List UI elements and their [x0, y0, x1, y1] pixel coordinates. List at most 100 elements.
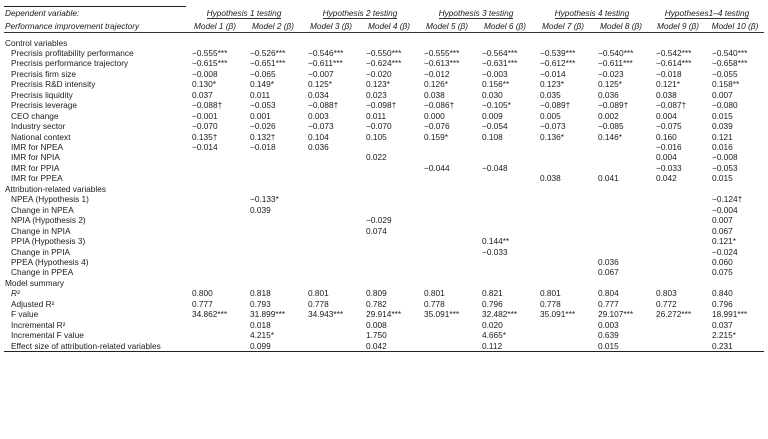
coefficient-cell — [302, 163, 360, 173]
coefficient-cell — [650, 247, 706, 257]
section-header-row: Control variables — [4, 38, 764, 48]
coefficient-cell: 0.003 — [598, 319, 619, 330]
row-label: Adjusted R² — [11, 298, 55, 309]
coefficient-cell: 35.091*** — [424, 309, 460, 320]
coefficient-cell: 0.818 — [250, 288, 271, 299]
coefficient-cell — [592, 215, 650, 225]
table-row: NPIA (Hypothesis 2) −0.029 0.007 — [4, 215, 764, 225]
coefficient-cell — [418, 226, 476, 236]
coefficient-cell — [244, 236, 302, 246]
model-header: Model 10 (β) — [706, 19, 765, 33]
coefficient-cell: 0.125* — [308, 79, 332, 90]
coefficient-cell — [650, 320, 706, 330]
row-label: F value — [11, 309, 39, 320]
table-row: R² 0.800 0.818 0.801 0.809 0.801 0.821 0.801 0.8… — [4, 288, 764, 298]
coefficient-cell: 0.777 — [192, 298, 213, 309]
coefficient-cell: 31.899*** — [250, 309, 286, 320]
row-label: Precrisis performance trajectory — [11, 58, 129, 69]
coefficient-cell: 26.272*** — [656, 309, 692, 320]
coefficient-cell: 0.126* — [424, 79, 448, 90]
coefficient-cell: 0.015 — [712, 110, 733, 121]
table-row: Adjusted R² 0.777 0.793 0.778 0.782 0.778 0.79… — [4, 299, 764, 309]
model-header: Model 2 (β) — [244, 19, 302, 33]
model-header: Model 4 (β) — [360, 19, 418, 33]
coefficient-cell — [186, 194, 244, 204]
coefficient-cell: 0.022 — [366, 152, 387, 163]
coefficient-cell — [360, 257, 418, 267]
table-row: National context 0.135† 0.132† 0.104 0.105 0.… — [4, 132, 764, 142]
coefficient-cell: 0.796 — [712, 298, 733, 309]
coefficient-cell — [650, 215, 706, 225]
header-models-row: Performance improvement trajectory Model… — [4, 19, 765, 33]
coefficient-cell: 0.159* — [424, 131, 448, 142]
coefficient-cell: 0.144** — [482, 236, 510, 247]
model-header: Model 1 (β) — [186, 19, 244, 33]
header-group-row: Dependent variable: Hypothesis 1 testing… — [4, 6, 764, 20]
coefficient-cell: 0.060 — [712, 257, 733, 268]
coefficient-cell — [592, 226, 650, 236]
coefficient-cell: 0.023 — [366, 89, 387, 100]
table-row: NPEA (Hypothesis 1) −0.133* −0.124† — [4, 194, 764, 204]
group-header: Hypothesis 3 testing — [418, 7, 534, 20]
row-label: NPEA (Hypothesis 1) — [11, 194, 89, 205]
coefficient-cell — [650, 330, 706, 340]
coefficient-cell — [534, 205, 592, 215]
row-label: Industry sector — [11, 121, 66, 132]
group-header-h2: Hypothesis 2 testing — [322, 7, 398, 19]
coefficient-cell — [534, 247, 592, 257]
table-row: Change in NPIA 0.074 0.067 — [4, 226, 764, 236]
coefficient-cell: 34.943*** — [308, 309, 344, 320]
coefficient-cell: −0.555*** — [192, 47, 228, 58]
coefficient-cell: −0.065 — [250, 68, 276, 79]
coefficient-cell: 0.036 — [598, 89, 619, 100]
coefficient-cell: −0.070 — [192, 121, 218, 132]
coefficient-cell — [534, 257, 592, 267]
section-title: Attribution-related variables — [5, 183, 106, 194]
coefficient-cell — [302, 247, 360, 257]
table-row: IMR for NPEA −0.014 −0.018 0.036 −0.016 0.016 — [4, 142, 764, 152]
coefficient-cell — [418, 194, 476, 204]
section-header-row: Model summary — [4, 278, 764, 288]
coefficient-cell — [534, 226, 592, 236]
model-header: Model 8 (β) — [592, 19, 650, 33]
coefficient-cell — [244, 267, 302, 277]
coefficient-cell: 0.121* — [712, 236, 736, 247]
coefficient-cell: −0.026 — [250, 121, 276, 132]
table-row: Change in PPEA 0.067 0.075 — [4, 267, 764, 277]
coefficient-cell — [418, 236, 476, 246]
table-row: Precrisis leverage −0.088† −0.053 −0.088† −0… — [4, 100, 764, 110]
coefficient-cell: 0.004 — [656, 152, 677, 163]
group-header-all: Hypotheses1–4 testing — [664, 7, 750, 19]
coefficient-cell: −0.550*** — [366, 47, 402, 58]
coefficient-cell — [302, 236, 360, 246]
coefficient-cell: 0.121 — [712, 131, 733, 142]
coefficient-cell: 0.001 — [250, 110, 271, 121]
coefficient-cell: −0.613*** — [424, 58, 460, 69]
coefficient-cell: −0.526*** — [250, 47, 286, 58]
model-header: Model 7 (β) — [534, 19, 592, 33]
coefficient-cell: 0.042 — [656, 173, 677, 184]
section-title: Model summary — [5, 277, 65, 288]
coefficient-cell: −0.133* — [250, 194, 279, 205]
table-row: IMR for PPEA 0.038 0.041 0.042 0.015 — [4, 173, 764, 183]
coefficient-cell: 0.039 — [250, 204, 271, 215]
coefficient-cell: −0.073 — [540, 121, 566, 132]
coefficient-cell: −0.073 — [308, 121, 334, 132]
coefficient-cell — [650, 194, 706, 204]
coefficient-cell — [360, 173, 418, 183]
coefficient-cell: 0.782 — [366, 298, 387, 309]
coefficient-cell: 0.038 — [540, 173, 561, 184]
coefficient-cell: 0.009 — [482, 110, 503, 121]
coefficient-cell — [476, 152, 534, 162]
coefficient-cell: −0.053 — [250, 100, 276, 111]
coefficient-cell: 0.035 — [540, 89, 561, 100]
coefficient-cell: 0.132† — [250, 131, 276, 142]
row-label: Effect size of attribution-related varia… — [4, 340, 186, 353]
coefficient-cell: 0.067 — [712, 225, 733, 236]
coefficient-cell: 35.091*** — [540, 309, 576, 320]
coefficient-cell — [418, 340, 476, 353]
coefficient-cell: 0.130* — [192, 79, 216, 90]
coefficient-cell — [592, 152, 650, 162]
coefficient-cell — [418, 267, 476, 277]
coefficient-cell: 0.160 — [656, 131, 677, 142]
